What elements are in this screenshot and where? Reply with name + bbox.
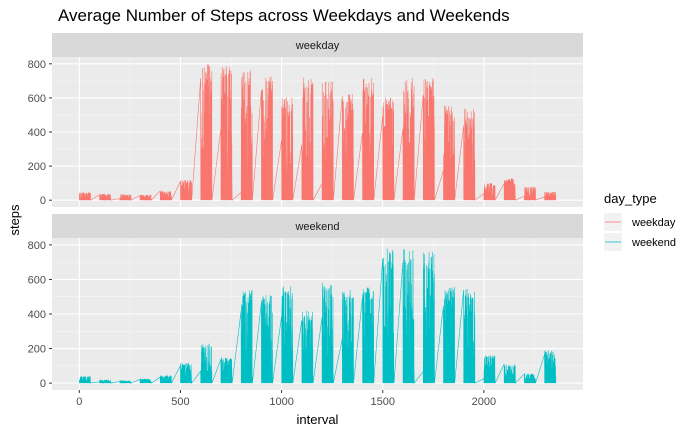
x-axis-title: interval bbox=[297, 412, 339, 427]
y-tick-label: 400 bbox=[28, 127, 46, 139]
legend-label: weekend bbox=[631, 237, 676, 249]
y-tick-label: 200 bbox=[28, 344, 46, 356]
y-tick-label: 800 bbox=[28, 59, 46, 71]
x-tick-label: 2000 bbox=[472, 396, 496, 408]
y-tick-label: 800 bbox=[28, 240, 46, 252]
panel-weekend: weekend 0 200 400 600 800 bbox=[28, 214, 583, 390]
panel-weekday: weekday 0 200 400 600 800 bbox=[28, 33, 583, 207]
x-tick-label: 1000 bbox=[269, 396, 293, 408]
legend-title: day_type bbox=[604, 191, 657, 206]
y-tick-label: 400 bbox=[28, 309, 46, 321]
facet-strip bbox=[52, 33, 583, 57]
chart-title: Average Number of Steps across Weekdays … bbox=[58, 6, 510, 25]
y-tick-label: 600 bbox=[28, 93, 46, 105]
y-tick-label: 0 bbox=[40, 195, 46, 207]
x-tick-label: 1500 bbox=[370, 396, 394, 408]
x-tick-label: 0 bbox=[76, 396, 82, 408]
y-tick-label: 600 bbox=[28, 274, 46, 286]
x-tick-label: 500 bbox=[171, 396, 189, 408]
facet-strip bbox=[52, 214, 583, 238]
facet-strip-label: weekday bbox=[295, 40, 340, 52]
facet-strip-label: weekend bbox=[294, 221, 339, 233]
y-tick-label: 0 bbox=[40, 378, 46, 390]
series-line-weekday bbox=[79, 64, 557, 201]
y-tick-label: 200 bbox=[28, 161, 46, 173]
y-axis-title: steps bbox=[7, 204, 22, 236]
legend-label: weekday bbox=[631, 217, 676, 229]
series-line-weekend bbox=[79, 248, 557, 385]
